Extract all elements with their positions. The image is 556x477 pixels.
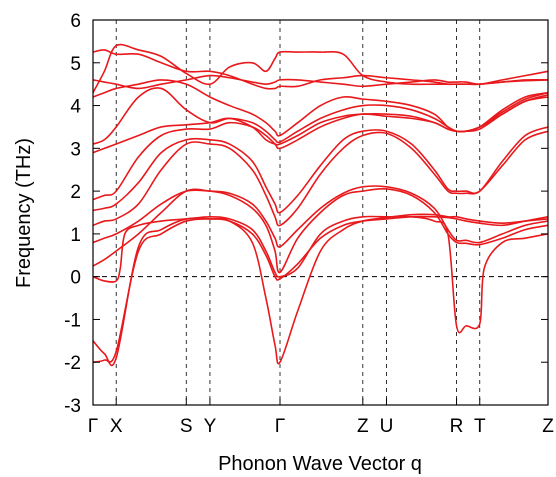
y-tick-label: 2 [70,182,81,203]
grid-layer [115,20,481,405]
branch-11 [92,79,549,137]
branch-12 [92,70,549,90]
branch-3 [92,215,549,334]
branch-6 [92,130,549,227]
x-tick-label-3: Y [204,416,217,437]
y-tick-label: -3 [64,396,81,417]
plot-frame-layer [92,19,549,406]
series-layer [92,43,549,366]
x-tick-label-6: U [380,416,394,437]
branch-2 [92,213,549,366]
branch-5 [92,185,549,248]
y-axis-title: Frequency (THz) [13,138,35,288]
y-tick-label: 1 [70,225,81,246]
y-tick-layer: -3 -2 -1 0 1 2 3 4 5 6 [64,11,548,417]
branch-1 [92,215,549,364]
x-tick-label-4: Γ [275,416,285,437]
x-tick-label-9: Z [542,416,554,437]
x-tick-label-1: X [110,416,123,437]
y-tick-label: 3 [70,139,81,160]
y-tick-label: 5 [70,54,81,75]
branch-7 [92,126,549,214]
y-tick-label: -2 [64,353,81,374]
x-tick-label-0: Γ [88,416,98,437]
y-tick-label: 0 [70,268,81,289]
plot-frame [92,19,549,406]
x-tick-label-8: T [474,416,486,437]
y-tick-label: 4 [70,97,81,118]
x-tick-label-7: R [450,416,464,437]
branch-4 [92,188,549,274]
x-axis-title: Phonon Wave Vector q [218,453,422,475]
branch-14 [92,43,549,94]
y-tick-label: 6 [70,11,81,32]
x-tick-label-5: Z [357,416,369,437]
x-tick-label-2: S [180,416,193,437]
y-tick-label: -1 [64,310,81,331]
